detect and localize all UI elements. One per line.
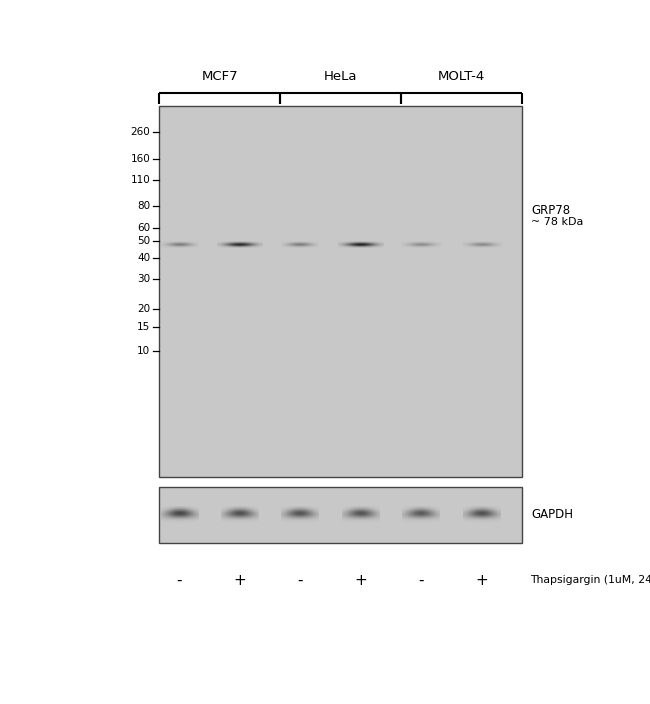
Text: Thapsigargin (1uM, 24hrs): Thapsigargin (1uM, 24hrs) xyxy=(530,575,650,586)
Text: +: + xyxy=(354,573,367,588)
Text: +: + xyxy=(475,573,488,588)
Text: HeLa: HeLa xyxy=(324,70,358,83)
Text: MCF7: MCF7 xyxy=(202,70,238,83)
Text: +: + xyxy=(233,573,246,588)
Text: MOLT-4: MOLT-4 xyxy=(438,70,485,83)
Text: 80: 80 xyxy=(137,201,150,211)
Text: 30: 30 xyxy=(137,274,150,284)
Text: 260: 260 xyxy=(131,127,150,137)
Text: 10: 10 xyxy=(137,346,150,356)
Text: 20: 20 xyxy=(137,303,150,313)
FancyBboxPatch shape xyxy=(159,106,522,477)
Text: GRP78: GRP78 xyxy=(531,203,570,217)
Text: 110: 110 xyxy=(131,175,150,185)
FancyBboxPatch shape xyxy=(159,486,522,543)
Text: ~ 78 kDa: ~ 78 kDa xyxy=(531,218,584,227)
Text: GAPDH: GAPDH xyxy=(531,508,573,521)
Text: 15: 15 xyxy=(137,322,150,332)
Text: -: - xyxy=(419,573,424,588)
Text: 50: 50 xyxy=(137,236,150,246)
Text: 60: 60 xyxy=(137,223,150,233)
Text: 40: 40 xyxy=(137,253,150,263)
Text: 160: 160 xyxy=(131,154,150,164)
Text: -: - xyxy=(177,573,182,588)
Text: -: - xyxy=(298,573,303,588)
